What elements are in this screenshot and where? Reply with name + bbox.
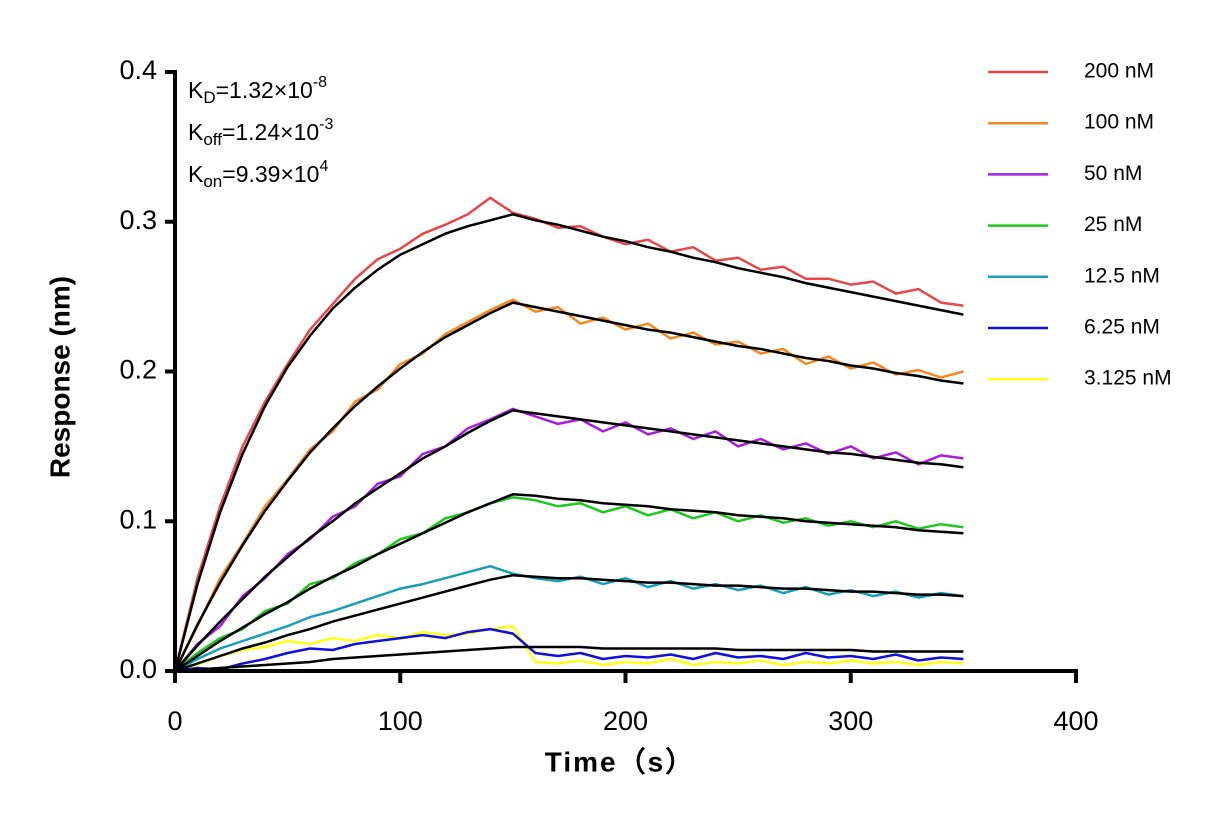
y-tick-label: 0.1 — [119, 504, 157, 534]
legend-label: 25 nM — [1084, 213, 1142, 236]
fit-line — [174, 493, 964, 673]
fit-line — [174, 409, 964, 672]
x-tick-label: 400 — [1053, 706, 1098, 736]
legend-label: 3.125 nM — [1084, 367, 1172, 390]
annotation-superscript: 4 — [319, 158, 328, 175]
annotation-text: =1.24×10 — [222, 119, 319, 145]
annotation-superscript: -3 — [319, 116, 333, 133]
data-line — [174, 627, 964, 673]
annotation: Koff=1.24×10-3 — [188, 116, 333, 149]
annotation-subscript: off — [203, 130, 222, 149]
legend-label: 200 nM — [1084, 60, 1154, 83]
x-tick-label: 300 — [828, 706, 873, 736]
data-line — [173, 298, 964, 672]
x-tick-label: 100 — [378, 706, 423, 736]
data-line — [174, 496, 964, 672]
legend-label: 50 nM — [1084, 162, 1142, 185]
fit-line — [173, 213, 964, 672]
annotation: Kon=9.39×104 — [188, 158, 328, 191]
y-tick-label: 0.4 — [119, 55, 157, 85]
annotation-text: =9.39×10 — [222, 161, 319, 187]
data-line — [174, 624, 964, 673]
fit-line — [174, 573, 964, 673]
x-tick-label: 0 — [167, 706, 182, 736]
y-axis-title: Response (nm) — [44, 276, 75, 478]
annotation-symbol: K — [188, 161, 204, 187]
legend-label: 6.25 nM — [1084, 316, 1160, 339]
annotation-subscript: on — [203, 172, 222, 191]
fit-line — [174, 645, 964, 673]
annotation-superscript: -8 — [313, 74, 327, 91]
legend-label: 12.5 nM — [1084, 264, 1160, 287]
x-tick-label: 200 — [603, 706, 648, 736]
legend-label: 100 nM — [1084, 111, 1154, 134]
annotation-symbol: K — [188, 119, 204, 145]
y-tick-label: 0.3 — [119, 205, 157, 235]
fit-line — [173, 301, 964, 672]
data-line — [174, 407, 964, 672]
y-tick-label: 0.0 — [119, 654, 157, 684]
annotation-subscript: D — [203, 88, 215, 107]
x-axis-title: Time（s） — [545, 745, 695, 777]
y-tick-label: 0.2 — [119, 355, 157, 385]
annotation: KD=1.32×10-8 — [188, 74, 327, 107]
annotation-symbol: K — [188, 77, 204, 103]
annotation-text: =1.32×10 — [216, 77, 313, 103]
